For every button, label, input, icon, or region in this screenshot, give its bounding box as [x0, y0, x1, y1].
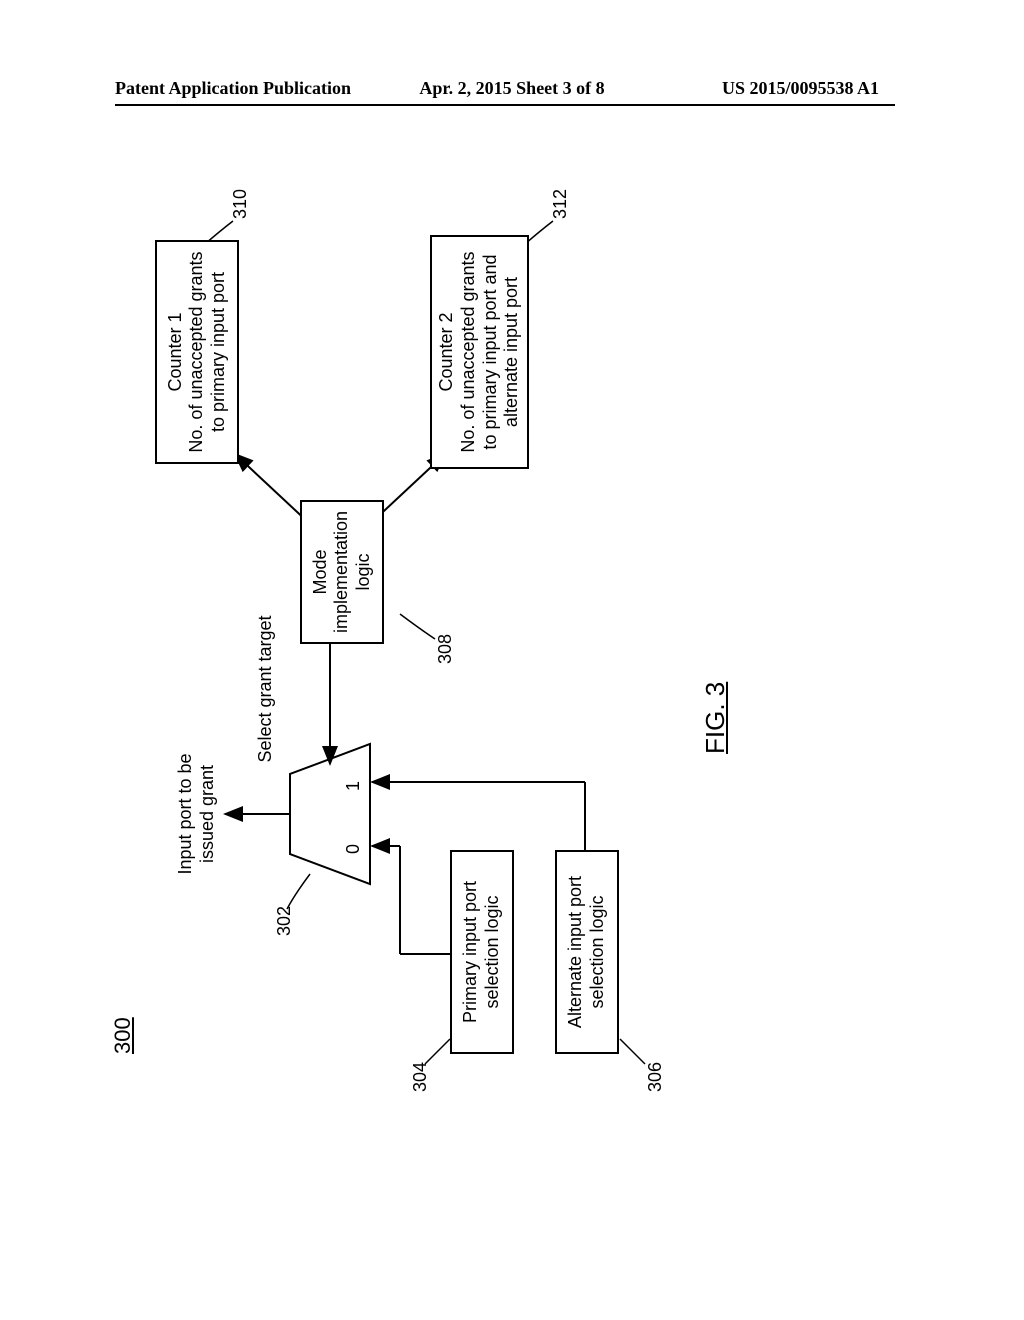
- mux-input-0: 0: [343, 844, 365, 854]
- figure-area: 300 Input port to be issued grant: [0, 180, 1000, 1204]
- ref-308: 308: [435, 634, 456, 664]
- primary-selection-box: Primary input port selection logic: [450, 850, 514, 1054]
- select-grant-label: Select grant target: [255, 614, 277, 764]
- ref-304: 304: [410, 1062, 431, 1092]
- ref-306: 306: [645, 1062, 666, 1092]
- ref-302: 302: [274, 906, 295, 936]
- counter2-box: Counter 2 No. of unaccepted grants to pr…: [430, 235, 529, 469]
- header-patent-number: US 2015/0095538 A1: [722, 78, 879, 99]
- figure-label: FIG. 3: [700, 682, 731, 754]
- mux-input-1: 1: [343, 781, 365, 791]
- mode-logic-box: Mode implementation logic: [300, 500, 384, 644]
- page: Patent Application Publication Apr. 2, 2…: [0, 0, 1024, 1320]
- alternate-selection-box: Alternate input port selection logic: [555, 850, 619, 1054]
- ref-312: 312: [550, 189, 571, 219]
- counter1-box: Counter 1 No. of unaccepted grants to pr…: [155, 240, 239, 464]
- header-rule: [115, 104, 895, 106]
- ref-310: 310: [230, 189, 251, 219]
